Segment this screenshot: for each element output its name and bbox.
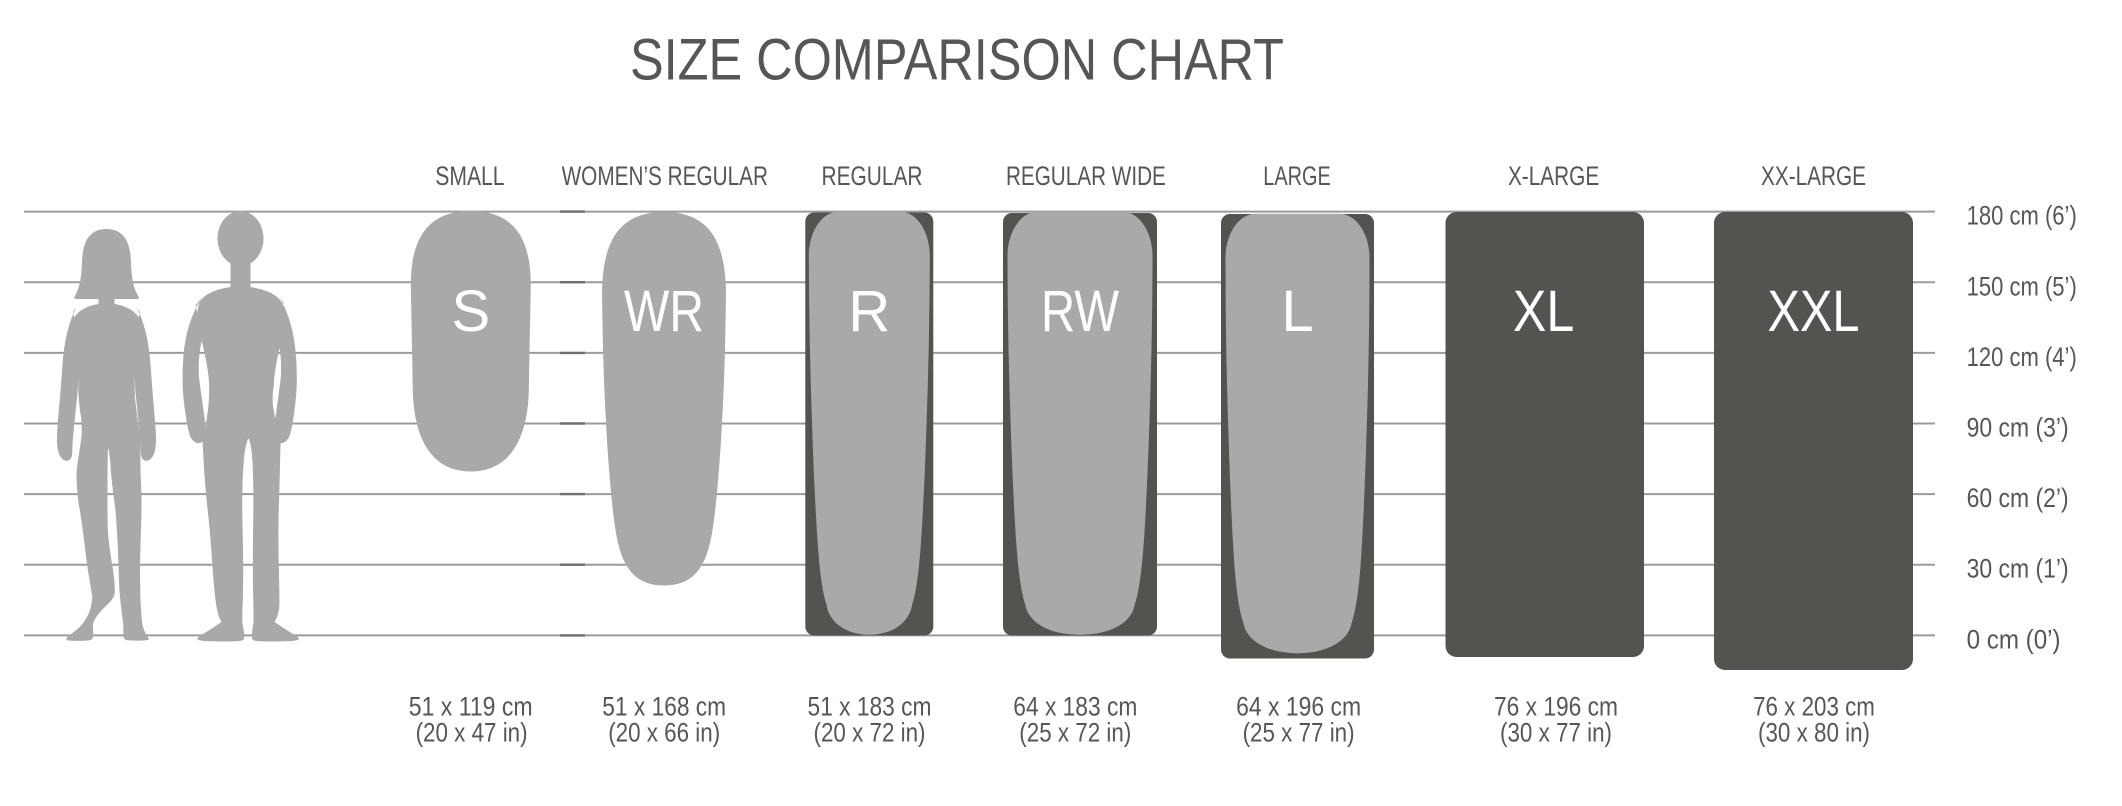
svg-text:XL: XL <box>1513 279 1574 344</box>
svg-text:XX-LARGE: XX-LARGE <box>1761 161 1866 191</box>
svg-text:51 x 168 cm: 51 x 168 cm <box>602 692 726 722</box>
svg-text:(25 x 72 in): (25 x 72 in) <box>1019 718 1131 748</box>
svg-text:SMALL: SMALL <box>435 161 504 191</box>
svg-text:WOMEN’S REGULAR: WOMEN’S REGULAR <box>562 161 768 191</box>
svg-text:(20 x 72 in): (20 x 72 in) <box>814 718 926 748</box>
svg-text:51 x 119 cm: 51 x 119 cm <box>409 692 533 722</box>
svg-text:(25 x 77 in): (25 x 77 in) <box>1243 718 1355 748</box>
svg-text:90 cm (3’): 90 cm (3’) <box>1967 413 2069 443</box>
svg-text:WR: WR <box>624 279 704 344</box>
svg-text:0 cm (0’): 0 cm (0’) <box>1967 624 2061 654</box>
svg-text:(30 x 77 in): (30 x 77 in) <box>1500 718 1612 748</box>
svg-text:64 x 183 cm: 64 x 183 cm <box>1013 692 1137 722</box>
svg-text:60 cm (2’): 60 cm (2’) <box>1967 483 2069 513</box>
svg-text:R: R <box>848 279 890 344</box>
svg-text:XXL: XXL <box>1767 279 1859 344</box>
svg-text:76 x 203 cm: 76 x 203 cm <box>1753 692 1875 722</box>
svg-text:(20 x 47 in): (20 x 47 in) <box>416 718 528 748</box>
svg-text:150 cm (5’): 150 cm (5’) <box>1967 271 2077 301</box>
svg-text:LARGE: LARGE <box>1263 161 1331 191</box>
svg-text:L: L <box>1281 279 1313 344</box>
svg-text:SIZE COMPARISON CHART: SIZE COMPARISON CHART <box>630 28 1284 93</box>
svg-text:120 cm (4’): 120 cm (4’) <box>1967 342 2077 372</box>
svg-text:64 x 196 cm: 64 x 196 cm <box>1236 692 1361 722</box>
svg-text:(20 x 66 in): (20 x 66 in) <box>608 718 720 748</box>
svg-text:30 cm (1’): 30 cm (1’) <box>1967 554 2069 584</box>
svg-text:REGULAR: REGULAR <box>822 161 923 191</box>
svg-text:X-LARGE: X-LARGE <box>1508 161 1599 191</box>
svg-text:(30 x 80 in): (30 x 80 in) <box>1758 718 1870 748</box>
svg-text:51 x 183 cm: 51 x 183 cm <box>808 692 932 722</box>
svg-text:180 cm (6’): 180 cm (6’) <box>1967 201 2077 231</box>
svg-text:REGULAR WIDE: REGULAR WIDE <box>1006 161 1166 191</box>
svg-text:RW: RW <box>1041 279 1119 344</box>
svg-text:S: S <box>451 279 490 344</box>
svg-text:76 x 196 cm: 76 x 196 cm <box>1494 692 1618 722</box>
